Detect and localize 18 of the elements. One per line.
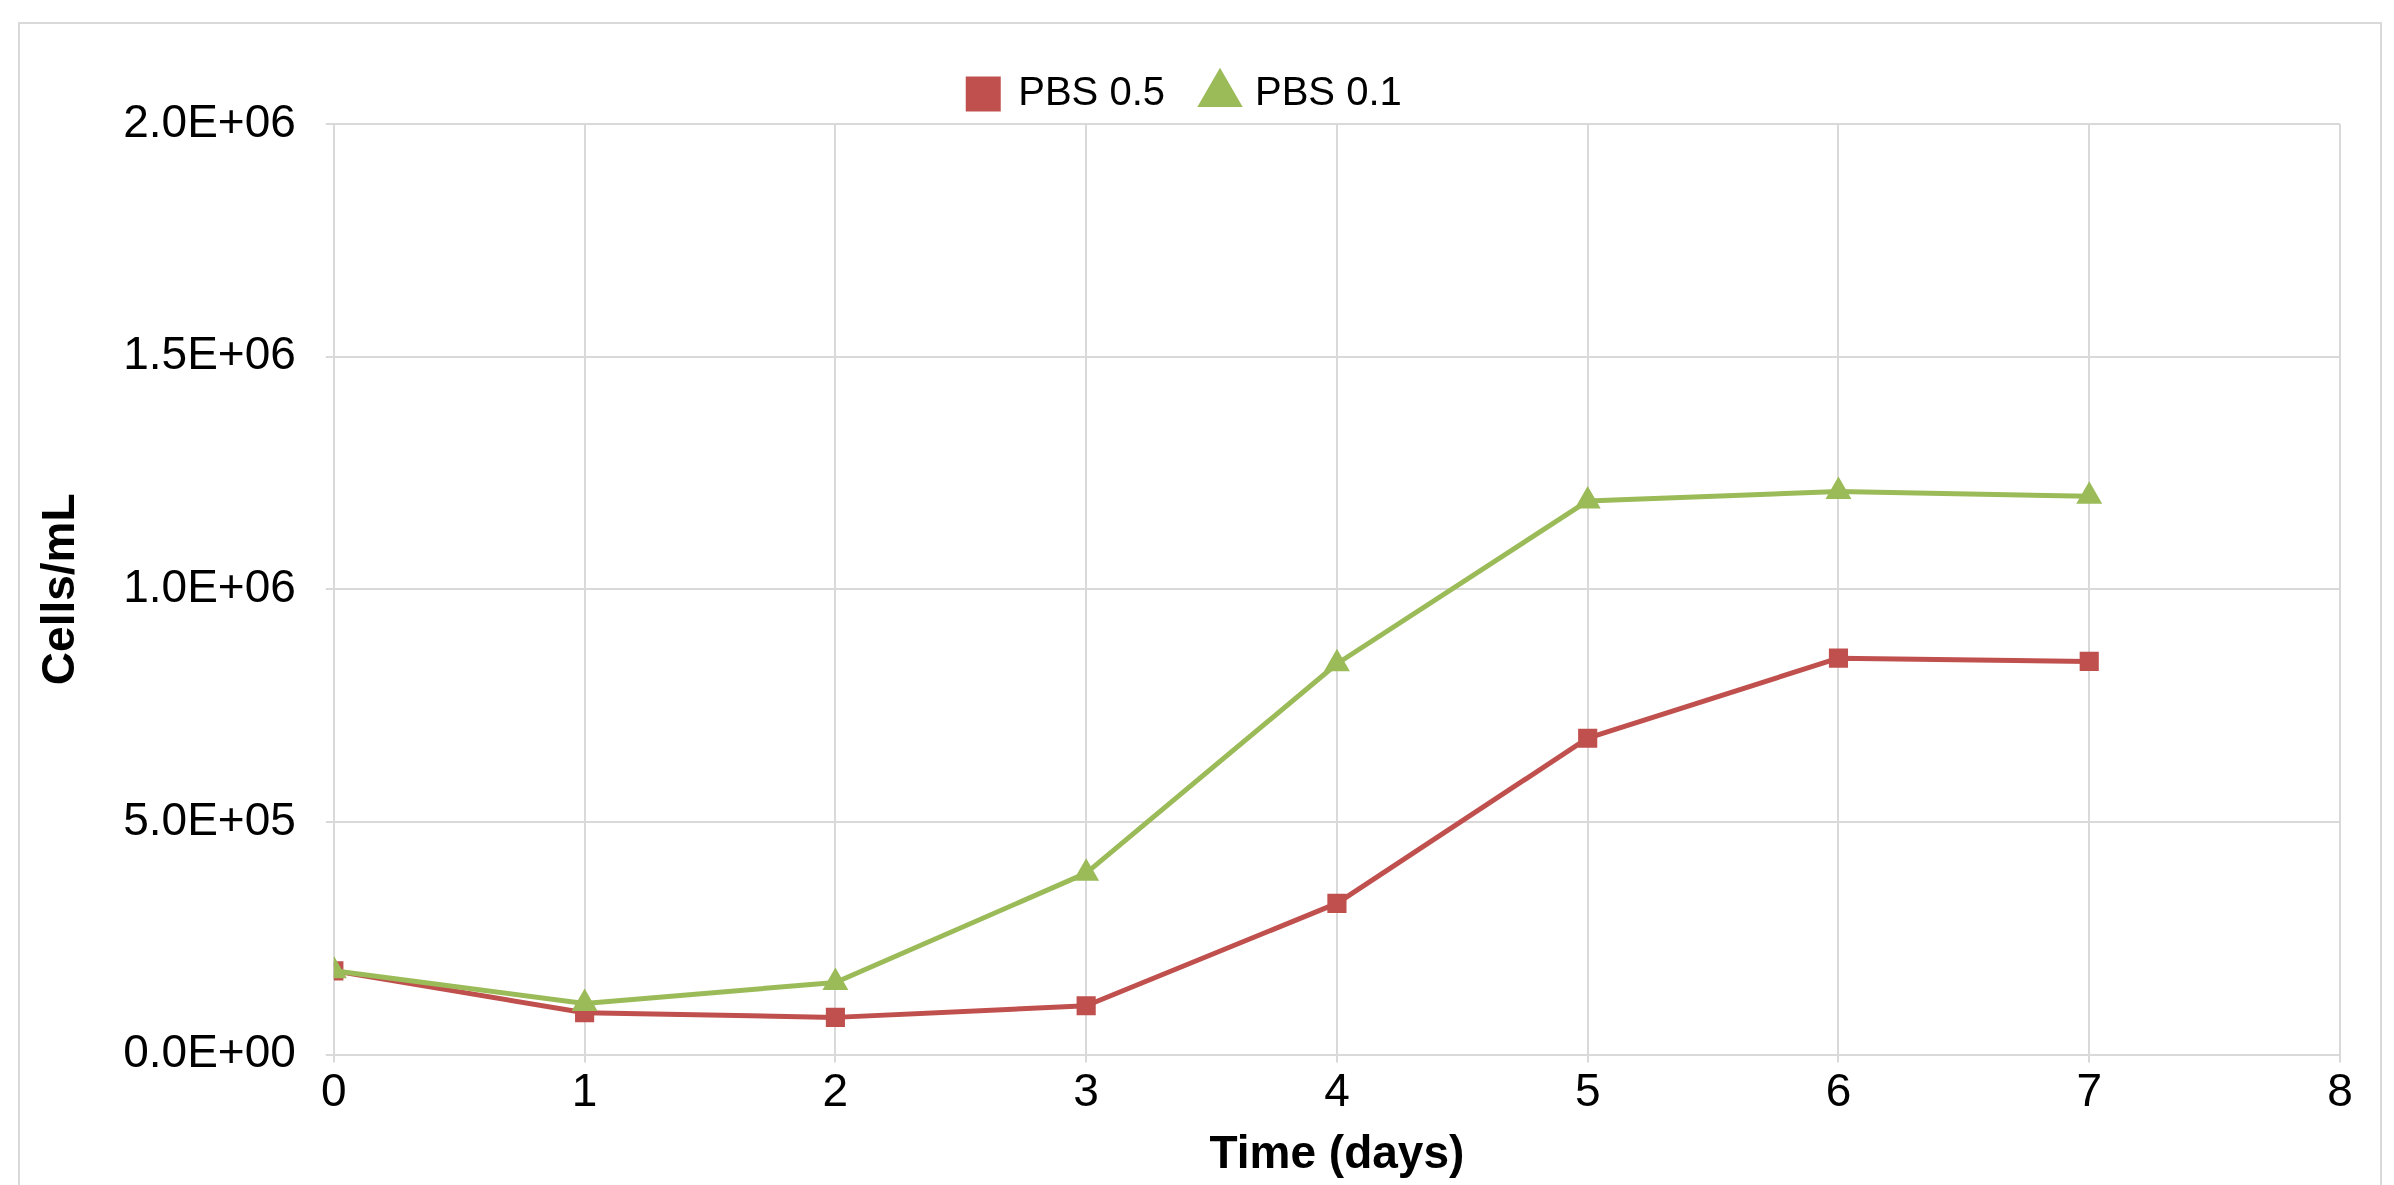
y-tick-label: 2.0E+06: [123, 94, 296, 147]
x-tick-label: 5: [1574, 1063, 1601, 1116]
y-tick-label: 0.0E+00: [123, 1025, 296, 1078]
x-tick-label: 3: [1073, 1063, 1099, 1116]
x-axis-title: Time (days): [1209, 1126, 1465, 1179]
y-tick-label: 1.5E+06: [123, 327, 296, 380]
y-tick-label: 5.0E+05: [123, 792, 296, 845]
x-tick-label: 2: [822, 1063, 849, 1116]
y-axis-title: Cells/mL: [32, 493, 85, 686]
x-tick-label: 6: [1825, 1063, 1852, 1116]
legend-label: PBS 0.5: [1018, 69, 1166, 114]
x-tick-label: 1: [571, 1063, 598, 1116]
x-tick-label: 7: [2076, 1063, 2103, 1116]
legend-label: PBS 0.1: [1255, 69, 1402, 114]
y-tick-label: 1.0E+06: [123, 559, 296, 612]
x-tick-label: 4: [1324, 1063, 1350, 1116]
x-tick-label: 0: [321, 1063, 347, 1116]
x-tick-label: 8: [2327, 1063, 2353, 1116]
